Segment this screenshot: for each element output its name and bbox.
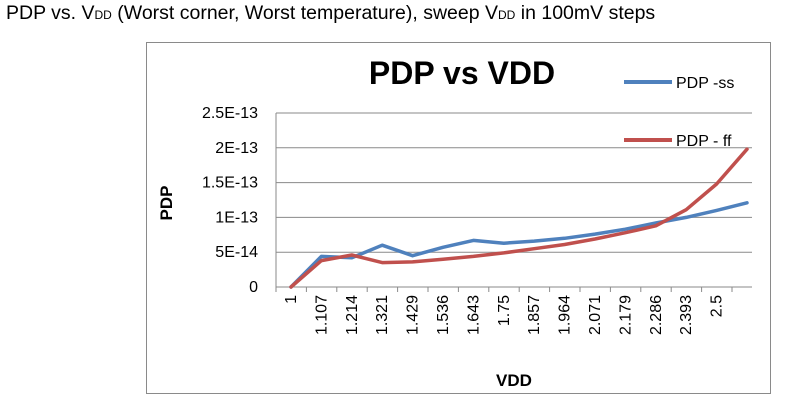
x-tick-label: 1.429: [405, 295, 422, 335]
y-tick-label: 1E-13: [215, 209, 258, 226]
x-tick-label: 2.393: [678, 295, 695, 335]
x-tick-label: 2.5: [709, 295, 726, 317]
y-tick-label: 2E-13: [215, 140, 258, 157]
caption-part-2: (Worst corner, Worst temperature), sweep…: [111, 2, 499, 24]
legend-label: PDP -ss: [676, 75, 734, 92]
x-tick-label: 2.071: [587, 295, 604, 335]
x-tick-label: 1: [283, 295, 300, 304]
x-tick-label: 1.643: [465, 295, 482, 335]
chart-frame: [146, 42, 771, 394]
caption-part-1: PDP vs. V: [6, 2, 95, 24]
y-tick-labels: 0 5E-14 1E-13 1.5E-13 2E-13 2.5E-13: [202, 105, 258, 296]
figure-caption: PDP vs. VDD (Worst corner, Worst tempera…: [6, 2, 655, 25]
x-tick-label: 1.964: [557, 295, 574, 335]
y-tick-label: 2.5E-13: [202, 105, 258, 122]
x-tick-label: 1.107: [313, 295, 330, 335]
x-tick-labels: 1 1.107 1.214 1.321 1.429 1.536 1.643 1.75 1.857…: [283, 295, 726, 335]
series-line-pdp-ss: [289, 201, 749, 289]
series-lines: [289, 147, 749, 289]
x-tick-label: 1.857: [526, 295, 543, 335]
x-axis-label: VDD: [496, 371, 532, 390]
caption-subscript-1: DD: [94, 8, 112, 22]
x-tick-label: 1.321: [374, 295, 391, 335]
axes: [275, 113, 752, 292]
x-tick-label: 2.286: [648, 295, 665, 335]
y-tick-label: 1.5E-13: [202, 175, 258, 192]
caption-part-3: in 100mV steps: [515, 2, 656, 24]
x-tick-label: 2.179: [617, 295, 634, 335]
x-tick-label: 1.75: [496, 295, 513, 326]
legend: PDP -ss PDP - ff: [624, 75, 734, 150]
y-axis-label: PDP: [157, 186, 176, 221]
y-tick-label: 5E-14: [215, 244, 258, 261]
series-line-pdp-ff: [289, 147, 749, 289]
legend-entry: PDP - ff: [624, 133, 732, 150]
x-tick-label: 1.536: [435, 295, 452, 335]
legend-entry: PDP -ss: [624, 75, 734, 92]
y-tick-label: 0: [249, 279, 258, 296]
legend-label: PDP - ff: [676, 133, 732, 150]
caption-subscript-2: DD: [498, 8, 516, 22]
chart-title: PDP vs VDD: [369, 55, 555, 91]
x-tick-label: 1.214: [344, 295, 361, 335]
